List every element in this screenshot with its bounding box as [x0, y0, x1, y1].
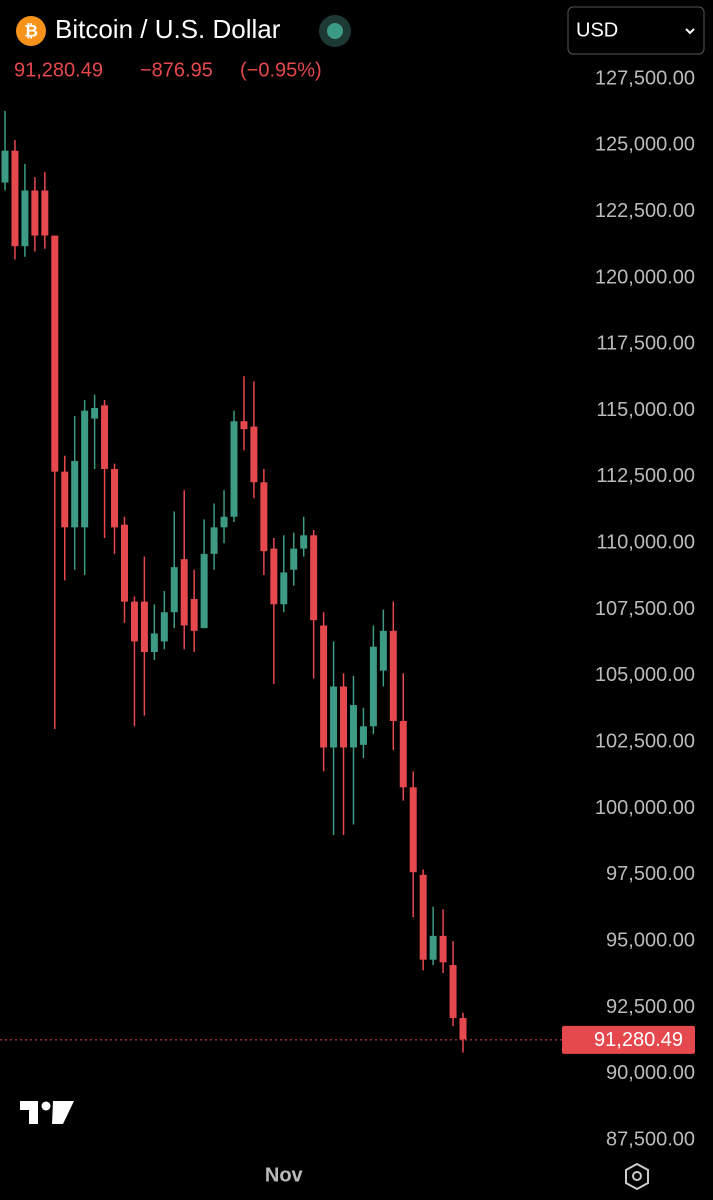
settings-icon[interactable] — [625, 1162, 649, 1191]
candle-body — [180, 559, 188, 626]
candle-body — [270, 548, 278, 605]
bitcoin-symbol: ₿ — [24, 21, 38, 40]
y-tick-label: 117,500.00 — [596, 333, 695, 355]
candle-body — [101, 405, 109, 469]
candle-body — [369, 646, 377, 727]
last-price-box — [562, 1025, 695, 1054]
candle-body — [459, 1018, 467, 1040]
candle-body — [260, 482, 268, 552]
chart-title: Bitcoin / U.S. Dollar — [55, 14, 281, 44]
y-tick-label: 120,000.00 — [595, 266, 695, 288]
candle-body — [349, 705, 357, 748]
candle-body — [340, 686, 348, 748]
candle-body — [399, 720, 407, 788]
tradingview-logo — [20, 1101, 74, 1124]
status-dot — [327, 23, 343, 39]
candle-body — [230, 421, 238, 517]
candle-body — [449, 965, 457, 1019]
y-tick-label: 122,500.00 — [595, 200, 695, 222]
candle-body — [160, 612, 168, 642]
y-tick-label: 90,000.00 — [606, 1062, 695, 1084]
candle-body — [210, 527, 218, 554]
candle-body — [190, 598, 198, 631]
candle-body — [419, 874, 427, 960]
y-tick-label: 112,500.00 — [596, 465, 695, 487]
candle-body — [71, 461, 79, 528]
bitcoin-icon — [16, 16, 46, 46]
y-tick-label: 87,500.00 — [606, 1128, 695, 1150]
y-tick-label: 100,000.00 — [595, 797, 695, 819]
change: −876.95 — [140, 59, 213, 81]
candle-body — [439, 935, 447, 963]
candle-body — [81, 410, 89, 528]
candle-body — [150, 633, 158, 653]
candle-body — [140, 601, 148, 653]
candle-body — [300, 535, 308, 549]
y-tick-label: 107,500.00 — [595, 598, 695, 620]
dropdown-arrow — [685, 28, 695, 35]
candle-body — [51, 235, 59, 472]
candle-body — [280, 572, 288, 605]
y-tick-label: 105,000.00 — [595, 664, 695, 686]
candle-body — [310, 535, 318, 621]
candle-body — [320, 625, 328, 748]
candle-body — [111, 468, 119, 528]
y-tick-label: 110,000.00 — [596, 532, 695, 554]
candle-body — [120, 524, 128, 602]
candle-body — [409, 787, 417, 873]
candle-body — [389, 630, 397, 721]
settings-icon-center — [632, 1171, 642, 1181]
candle-body — [91, 407, 99, 419]
candle-body — [130, 601, 138, 642]
y-tick-label: 92,500.00 — [606, 996, 695, 1018]
y-tick-label: 125,000.00 — [595, 134, 695, 156]
candle-body — [330, 686, 338, 748]
candle-body — [170, 567, 178, 613]
candle-body — [41, 190, 49, 236]
last-price-label: 91,280.49 — [594, 1029, 683, 1051]
candle-body — [429, 935, 437, 960]
candle-body — [21, 190, 29, 247]
candle-body — [11, 150, 19, 247]
price: 91,280.49 — [14, 59, 103, 81]
y-tick-label: 97,500.00 — [606, 863, 695, 885]
y-tick-label: 127,500.00 — [595, 67, 695, 89]
candle-body — [379, 630, 387, 671]
candle-body — [220, 516, 228, 528]
y-tick-label: 95,000.00 — [606, 929, 695, 951]
candle-body — [240, 421, 248, 430]
y-tick-label: 102,500.00 — [595, 730, 695, 752]
candle-body — [61, 471, 69, 528]
change-percent: (−0.95%) — [240, 59, 322, 81]
y-tick-label: 115,000.00 — [596, 399, 695, 421]
candle-body — [359, 726, 367, 745]
candle-body — [290, 548, 298, 570]
currency-label[interactable]: USD — [576, 19, 618, 41]
currency-select[interactable] — [567, 6, 705, 55]
x-tick-label: Nov — [265, 1164, 304, 1186]
candle-body — [1, 150, 9, 183]
candle-body — [31, 190, 39, 236]
candle-body — [250, 426, 258, 483]
candle-body — [200, 553, 208, 629]
